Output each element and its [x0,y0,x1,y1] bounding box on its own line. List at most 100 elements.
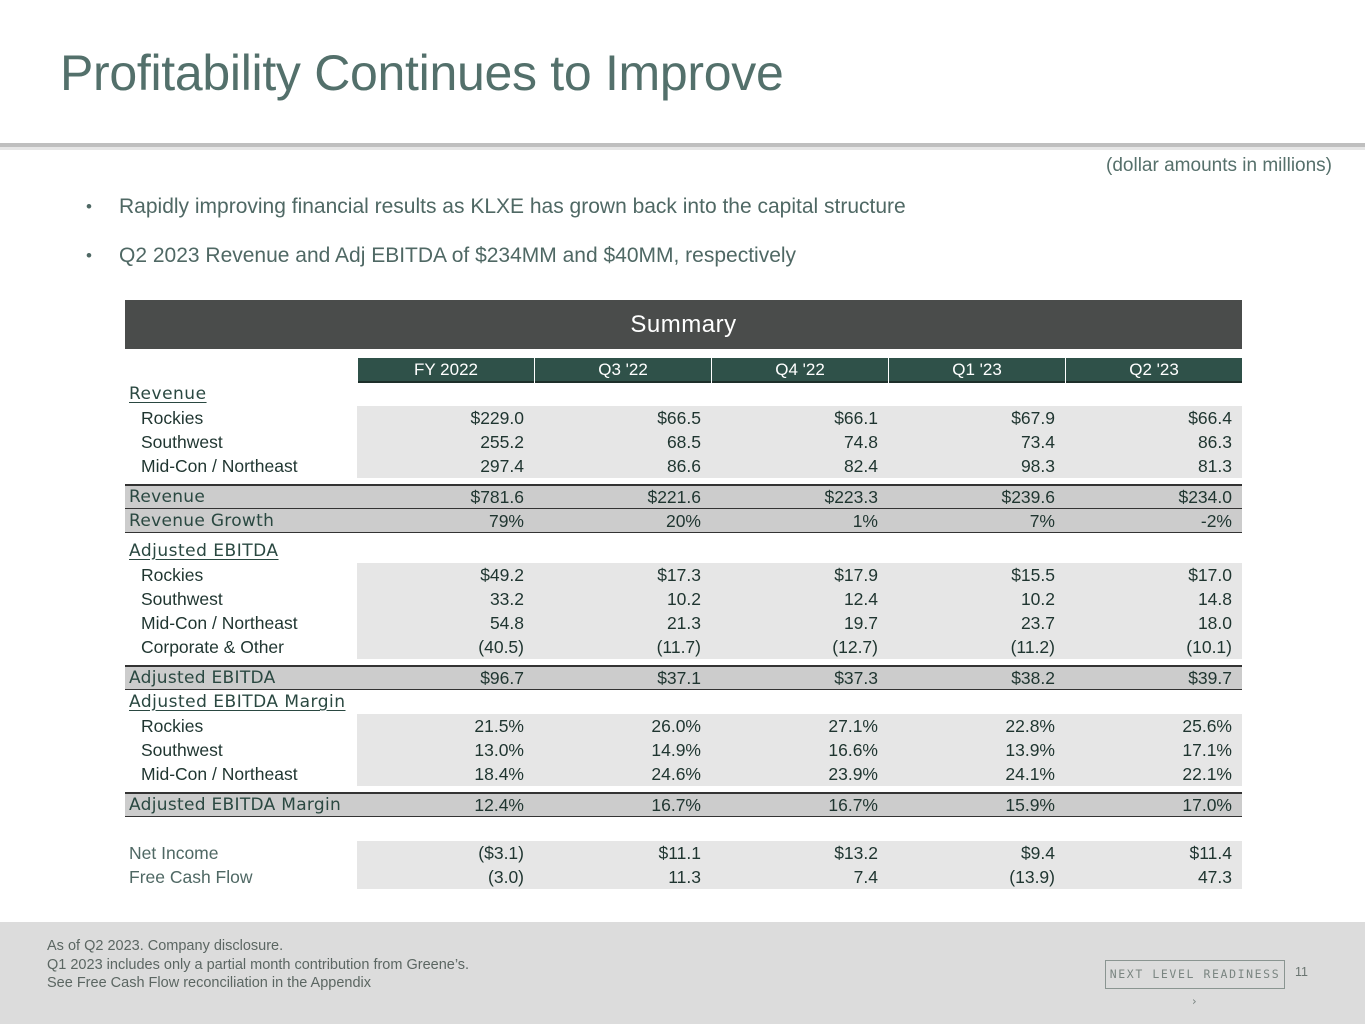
table-row: Southwest 255.2 68.5 74.8 73.4 86.3 [125,430,1242,454]
row-label: Free Cash Flow [129,867,253,887]
table-row: Southwest 33.2 10.2 12.4 10.2 14.8 [125,587,1242,611]
column-header: Q3 '22 [535,358,711,383]
total-row: Revenue $781.6 $221.6 $223.3 $239.6 $234… [125,484,1242,509]
cell: 33.2 [489,589,524,609]
row-label: Rockies [141,565,204,585]
cell: 23.7 [1020,613,1055,633]
cell: $13.2 [834,843,878,863]
cell: (11.2) [1010,637,1055,657]
cell: (10.1) [1186,637,1232,657]
cell: 20% [665,511,701,531]
cell: $17.9 [834,565,878,585]
cell: 16.7% [828,795,878,815]
cell: (11.7) [656,637,701,657]
cell: 7% [1029,511,1055,531]
table-row: Mid-Con / Northeast 297.4 86.6 82.4 98.3… [125,454,1242,478]
row-label: Revenue Growth [129,511,275,531]
cell: 15.9% [1005,795,1055,815]
cell: $66.5 [657,408,701,428]
table-banner: Summary [125,300,1242,349]
cell: 23.9% [828,764,878,784]
cell: $234.0 [1178,487,1232,507]
row-label: Corporate & Other [141,637,284,657]
cell: $223.3 [824,487,878,507]
cell: $37.3 [834,668,878,688]
cell: 10.2 [1020,589,1055,609]
table-row: Mid-Con / Northeast 18.4% 24.6% 23.9% 24… [125,762,1242,786]
row-label: Mid-Con / Northeast [141,764,298,784]
brand-badge: NEXT LEVEL READINESS › [1105,960,1285,1008]
section-row: Adjusted EBITDA Margin [125,690,1242,714]
cell: $221.6 [647,487,701,507]
row-label: Rockies [141,716,204,736]
cell: 86.6 [666,456,701,476]
column-header: Q1 '23 [889,358,1065,383]
cell: $11.4 [1189,843,1233,863]
cell: $239.6 [1001,487,1055,507]
cell: $67.9 [1011,408,1055,428]
cell: 14.9% [651,740,701,760]
cell: 17.1% [1182,740,1232,760]
cell: $66.4 [1188,408,1232,428]
cell: 13.9% [1005,740,1055,760]
cell: 74.8 [843,432,878,452]
cell: 12.4 [843,589,878,609]
cell: 79% [488,511,524,531]
column-header: FY 2022 [358,358,534,383]
cell: 22.1% [1182,764,1232,784]
cell: 18.4% [474,764,524,784]
footnote: As of Q2 2023. Company disclosure. [47,938,284,954]
cell: 25.6% [1182,716,1232,736]
cell: 18.0 [1197,613,1232,633]
growth-row: Revenue Growth 79% 20% 1% 7% -2% [125,509,1242,533]
cell: 81.3 [1197,456,1232,476]
row-label: Revenue [129,487,206,507]
cell: 86.3 [1197,432,1232,452]
table-row: Mid-Con / Northeast 54.8 21.3 19.7 23.7 … [125,611,1242,635]
row-label: Rockies [141,408,204,428]
row-label: Adjusted EBITDA Margin [129,795,342,815]
section-row: Adjusted EBITDA [125,539,1242,563]
cell: 47.3 [1197,867,1232,887]
cell: $66.1 [834,408,878,428]
cell: 19.7 [843,613,878,633]
cell: 68.5 [666,432,701,452]
table-row: Rockies $49.2 $17.3 $17.9 $15.5 $17.0 [125,563,1242,587]
cell: $17.0 [1188,565,1232,585]
row-label: Mid-Con / Northeast [141,613,298,633]
cell: $96.7 [480,668,524,688]
cell: 255.2 [480,432,524,452]
cell: $38.2 [1011,668,1055,688]
cell: 16.7% [651,795,701,815]
cell: 16.6% [828,740,878,760]
table-row: Rockies $229.0 $66.5 $66.1 $67.9 $66.4 [125,406,1242,430]
table-row: Southwest 13.0% 14.9% 16.6% 13.9% 17.1% [125,738,1242,762]
bullet-item: Rapidly improving financial results as K… [86,193,906,242]
row-label: Southwest [141,740,223,760]
title-divider [0,143,1365,153]
table-row: Rockies 21.5% 26.0% 27.1% 22.8% 25.6% [125,714,1242,738]
total-row: Adjusted EBITDA $96.7 $37.1 $37.3 $38.2 … [125,665,1242,690]
cell: $229.0 [470,408,524,428]
section-label: Revenue [129,384,207,404]
cell: 98.3 [1020,456,1055,476]
cell: 17.0% [1182,795,1232,815]
table-row: Net Income ($3.1) $11.1 $13.2 $9.4 $11.4 [125,841,1242,865]
cell: $781.6 [470,487,524,507]
cell: ($3.1) [478,843,524,863]
cell: 297.4 [480,456,524,476]
cell: 21.3 [666,613,701,633]
cell: 27.1% [828,716,878,736]
page-number: 11 [1295,965,1308,979]
table-row: Free Cash Flow (3.0) 11.3 7.4 (13.9) 47.… [125,865,1242,889]
table-row: Corporate & Other (40.5) (11.7) (12.7) (… [125,635,1242,659]
cell: $49.2 [480,565,524,585]
cell: 26.0% [651,716,701,736]
units-note: (dollar amounts in millions) [1106,155,1332,176]
cell: 14.8 [1197,589,1232,609]
row-label: Mid-Con / Northeast [141,456,298,476]
page-title: Profitability Continues to Improve [60,45,784,101]
cell: $15.5 [1011,565,1055,585]
footnote: Q1 2023 includes only a partial month co… [47,956,470,973]
cell: $37.1 [657,668,701,688]
